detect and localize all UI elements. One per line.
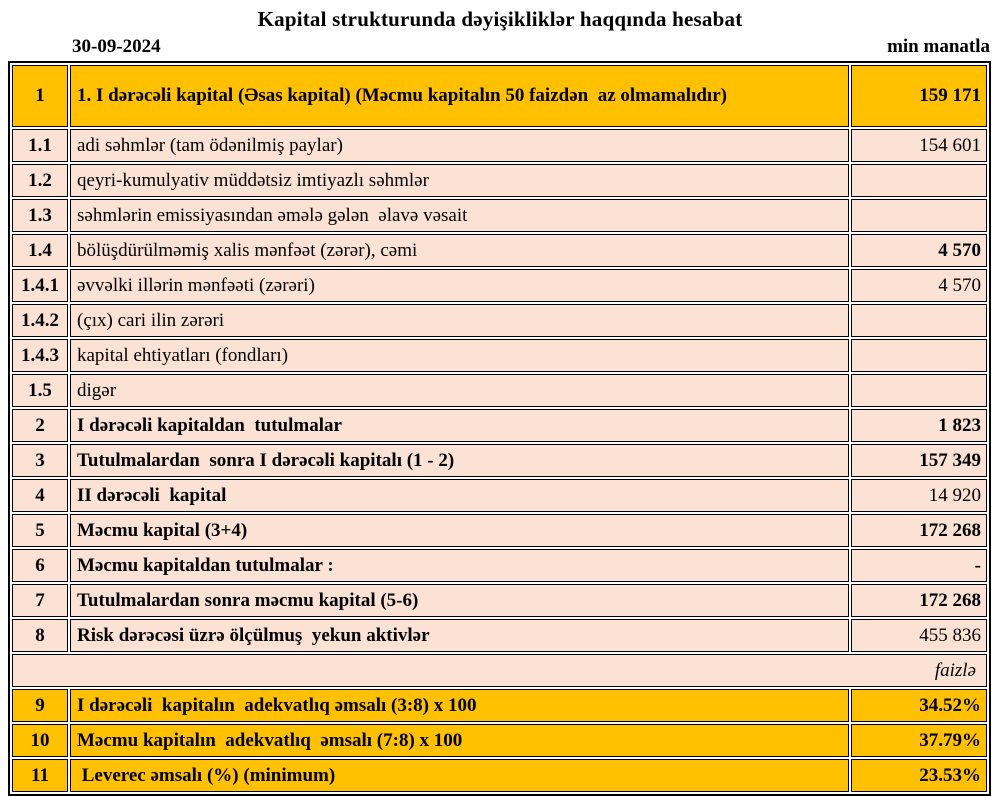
row-label-cell: Tutulmalardan sonra I dərəcəli kapitalı …	[70, 444, 849, 477]
table-row: 1.3 səhmlərin emissiyasından əmələ gələn …	[12, 199, 987, 232]
capital-structure-table: 1 1. I dərəcəli kapital (Əsas kapital) (M…	[8, 61, 991, 796]
row-label-cell: kapital ehtiyatları (fondları)	[70, 339, 849, 372]
row-number-cell: 4	[12, 479, 68, 512]
row-value-cell: 154 601	[851, 129, 987, 162]
row-number-cell: 1.4	[12, 234, 68, 267]
table-row: 1.4.3 kapital ehtiyatları (fondları)	[12, 339, 987, 372]
row-label-cell: adi səhmlər (tam ödənilmiş paylar)	[70, 129, 849, 162]
row-value-cell	[851, 164, 987, 197]
row-number-cell: 1.4.1	[12, 269, 68, 302]
row-value-cell: 455 836	[851, 619, 987, 652]
row-number-cell: 5	[12, 514, 68, 547]
row-label-cell: Məcmu kapitalın adekvatlıq əmsalı (7:8) …	[70, 724, 849, 757]
report-date: 30-09-2024	[72, 36, 161, 57]
table-row: 11 Leverec əmsalı (%) (minimum) 23.53%	[12, 759, 987, 792]
row-value-cell: 23.53%	[851, 759, 987, 792]
row-value-cell	[851, 199, 987, 232]
table-row: 8 Risk dərəcəsi üzrə ölçülmuş yekun aktiv…	[12, 619, 987, 652]
table-row: 10 Məcmu kapitalın adekvatlıq əmsalı (7:8…	[12, 724, 987, 757]
table-row: 1.5 digər	[12, 374, 987, 407]
table-row: 1.4.2 (çıx) cari ilin zərəri	[12, 304, 987, 337]
row-number-cell: 11	[12, 759, 68, 792]
report-title: Kapital strukturunda dəyişikliklər haqqı…	[257, 7, 743, 31]
row-label-cell: (çıx) cari ilin zərəri	[70, 304, 849, 337]
row-label-cell: əvvəlki illərin mənfəəti (zərəri)	[70, 269, 849, 302]
row-label-cell: Leverec əmsalı (%) (minimum)	[70, 759, 849, 792]
row-value-cell: 14 920	[851, 479, 987, 512]
row-value-cell: 4 570	[851, 234, 987, 267]
row-label-cell: səhmlərin emissiyasından əmələ gələn əla…	[70, 199, 849, 232]
row-value-cell	[851, 304, 987, 337]
table-row: 5 Məcmu kapital (3+4) 172 268	[12, 514, 987, 547]
report-page: Kapital strukturunda dəyişikliklər haqqı…	[8, 7, 991, 796]
table-body: 1 1. I dərəcəli kapital (Əsas kapital) (M…	[12, 65, 987, 792]
table-row: 1.1 adi səhmlər (tam ödənilmiş paylar) 154…	[12, 129, 987, 162]
table-row: 1.4.1 əvvəlki illərin mənfəəti (zərəri) 4 …	[12, 269, 987, 302]
table-row: 1 1. I dərəcəli kapital (Əsas kapital) (M…	[12, 65, 987, 127]
report-subheader: 30-09-2024 min manatla	[72, 36, 990, 58]
row-value-cell: 157 349	[851, 444, 987, 477]
row-number-cell: 10	[12, 724, 68, 757]
row-value-cell: 4 570	[851, 269, 987, 302]
percent-separator-row: faizlə	[12, 654, 987, 687]
table-row: 6 Məcmu kapitaldan tutulmalar :-	[12, 549, 987, 582]
row-value-cell	[851, 339, 987, 372]
row-label-cell: Tutulmalardan sonra məcmu kapital (5-6)	[70, 584, 849, 617]
table-row: 1.4 bölüşdürülməmiş xalis mənfəət (zərər)…	[12, 234, 987, 267]
row-label-cell: II dərəcəli kapital	[70, 479, 849, 512]
unit-label: min manatla	[887, 36, 990, 57]
table-row: 3 Tutulmalardan sonra I dərəcəli kapitalı…	[12, 444, 987, 477]
percent-unit-label: faizlə	[12, 654, 987, 687]
row-number-cell: 9	[12, 689, 68, 722]
table-row: 4 II dərəcəli kapital 14 920	[12, 479, 987, 512]
table-row: 1.2 qeyri-kumulyativ müddətsiz imtiyazlı …	[12, 164, 987, 197]
row-value-cell: 159 171	[851, 65, 987, 127]
row-number-cell: 1.4.2	[12, 304, 68, 337]
row-value-cell: 172 268	[851, 584, 987, 617]
row-value-cell	[851, 374, 987, 407]
row-label-cell: bölüşdürülməmiş xalis mənfəət (zərər), c…	[70, 234, 849, 267]
row-label-cell: I dərəcəli kapitalın adekvatlıq əmsalı (…	[70, 689, 849, 722]
row-number-cell: 1	[12, 65, 68, 127]
row-label-cell: qeyri-kumulyativ müddətsiz imtiyazlı səh…	[70, 164, 849, 197]
row-number-cell: 1.4.3	[12, 339, 68, 372]
row-value-cell: 34.52%	[851, 689, 987, 722]
row-number-cell: 7	[12, 584, 68, 617]
row-number-cell: 1.1	[12, 129, 68, 162]
row-number-cell: 1.5	[12, 374, 68, 407]
row-label-cell: Məcmu kapital (3+4)	[70, 514, 849, 547]
row-value-cell: -	[851, 549, 987, 582]
row-label-cell: digər	[70, 374, 849, 407]
row-number-cell: 3	[12, 444, 68, 477]
row-value-cell: 172 268	[851, 514, 987, 547]
row-number-cell: 6	[12, 549, 68, 582]
row-number-cell: 1.3	[12, 199, 68, 232]
row-value-cell: 37.79%	[851, 724, 987, 757]
row-label-cell: Risk dərəcəsi üzrə ölçülmuş yekun aktivl…	[70, 619, 849, 652]
row-label-cell: I dərəcəli kapitaldan tutulmalar	[70, 409, 849, 442]
row-value-cell: 1 823	[851, 409, 987, 442]
row-number-cell: 1.2	[12, 164, 68, 197]
row-number-cell: 2	[12, 409, 68, 442]
table-row: 7 Tutulmalardan sonra məcmu kapital (5-6)…	[12, 584, 987, 617]
row-number-cell: 8	[12, 619, 68, 652]
row-label-cell: 1. I dərəcəli kapital (Əsas kapital) (Mə…	[70, 65, 849, 127]
row-label-cell: Məcmu kapitaldan tutulmalar :	[70, 549, 849, 582]
